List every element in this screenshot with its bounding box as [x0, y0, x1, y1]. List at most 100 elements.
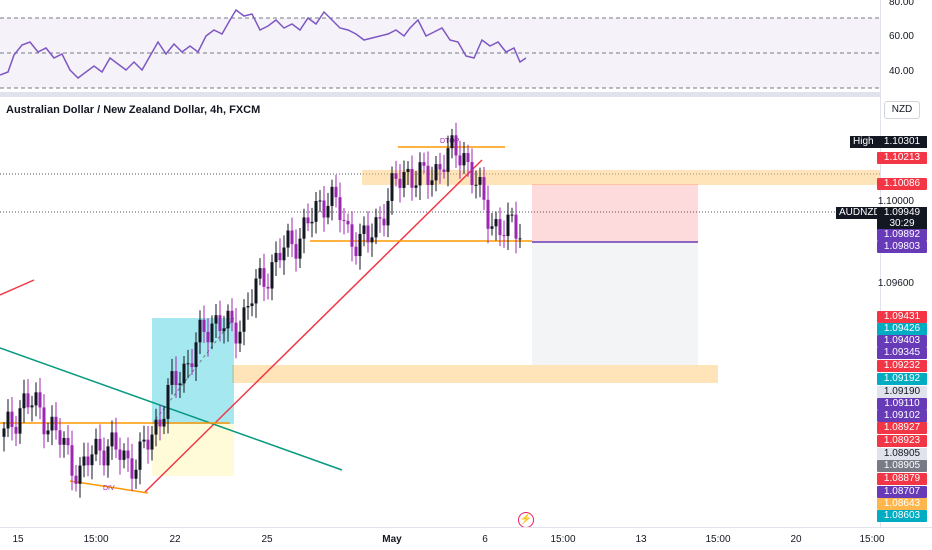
candle-body: [142, 439, 146, 442]
candle-body: [74, 475, 78, 484]
dtop-label: DTOP: [440, 138, 460, 145]
candle-body: [330, 186, 334, 206]
time-label: 15:00: [550, 534, 576, 545]
price-tag: 1.09803: [877, 241, 927, 253]
countdown-tag: 30:29: [877, 218, 927, 230]
candle-body: [314, 201, 318, 222]
rsi-line: [0, 8, 527, 79]
demand-zone[interactable]: [232, 365, 718, 383]
candle-body: [170, 371, 174, 385]
candle-body: [402, 172, 406, 188]
candle-body: [222, 328, 226, 332]
candle-body: [90, 454, 94, 466]
candle-body: [138, 441, 142, 470]
candle-body: [66, 437, 70, 446]
candle-body: [494, 219, 498, 227]
candle-body: [70, 445, 74, 476]
rsi-level-label: 40.00: [888, 66, 914, 77]
candle-body: [378, 217, 382, 219]
red-trend-line[interactable]: [144, 159, 483, 493]
price-tag: 1.09102: [877, 410, 927, 422]
candle-body: [42, 407, 46, 435]
candle-body: [58, 430, 62, 445]
candle-body: [278, 252, 282, 261]
candle-body: [386, 200, 390, 226]
rsi-pane[interactable]: [0, 0, 880, 92]
candle-body: [322, 200, 326, 218]
short-position-stop[interactable]: [532, 184, 698, 242]
candle-body: [510, 214, 514, 216]
candle-body: [54, 416, 58, 431]
candle-body: [198, 319, 202, 343]
price-label: 1.10000: [877, 196, 914, 207]
time-label: 6: [482, 534, 488, 545]
price-label: 1.09600: [877, 278, 914, 289]
high-label: High: [850, 136, 877, 148]
candle-body: [490, 226, 494, 229]
candle-body: [342, 220, 346, 222]
main-chart[interactable]: DTOP DIV: [0, 92, 880, 527]
last-price-tag: 1.09949: [877, 207, 927, 219]
div-line[interactable]: [69, 480, 149, 494]
short-position-target[interactable]: [532, 242, 698, 365]
candle-body: [446, 148, 450, 172]
candlestick-series: [2, 122, 522, 498]
price-tag: 1.08643: [877, 498, 927, 510]
candle-body: [202, 319, 206, 332]
candle-body: [238, 331, 242, 344]
candle-body: [302, 217, 306, 239]
candle-body: [470, 162, 474, 186]
candle-body: [26, 393, 30, 408]
candle-body: [366, 225, 370, 243]
time-label: 15: [12, 534, 24, 545]
time-label: 13: [635, 534, 647, 545]
candle-body: [254, 278, 258, 304]
candle-body: [190, 363, 194, 368]
candle-body: [102, 450, 106, 466]
candle-body: [174, 371, 178, 386]
candle-body: [106, 446, 110, 466]
candle-body: [34, 392, 38, 406]
teal-trend-line[interactable]: [0, 347, 343, 471]
candle-body: [286, 230, 290, 248]
candle-body: [506, 214, 510, 237]
candle-body: [186, 363, 190, 365]
price-tag: 1.09426: [877, 323, 927, 335]
candle-body: [282, 247, 286, 261]
candle-body: [86, 456, 90, 466]
candle-body: [118, 449, 122, 460]
candle-body: [154, 419, 158, 435]
candle-body: [338, 197, 342, 221]
supply-zone[interactable]: [362, 170, 880, 185]
candle-body: [434, 164, 438, 181]
candle-body: [182, 363, 186, 384]
candle-body: [82, 456, 86, 466]
candle-body: [234, 322, 238, 344]
candle-body: [478, 177, 482, 185]
candle-body: [430, 180, 434, 185]
price-tag: 1.09345: [877, 347, 927, 359]
price-tag: 1.09431: [877, 311, 927, 323]
candle-body: [262, 268, 266, 287]
price-tag: 1.09232: [877, 360, 927, 372]
price-tag: 1.08927: [877, 422, 927, 434]
pane-divider[interactable]: [0, 92, 932, 97]
candle-body: [346, 220, 350, 225]
time-label: 15:00: [859, 534, 885, 545]
currency-button[interactable]: NZD: [884, 101, 920, 119]
candle-body: [218, 315, 222, 332]
candle-body: [130, 458, 134, 479]
candle-body: [410, 168, 414, 188]
red-trend-line-short[interactable]: [0, 279, 35, 296]
time-axis[interactable]: 15 15:00 22 25 May 6 15:00 13 15:00 20 1…: [0, 527, 932, 550]
candle-body: [166, 384, 170, 419]
rsi-level-label: 60.00: [888, 31, 914, 42]
flash-icon[interactable]: ⚡: [518, 512, 534, 528]
price-tag: 1.09892: [877, 229, 927, 241]
candle-body: [226, 310, 230, 329]
time-label: 20: [790, 534, 802, 545]
candle-body: [414, 185, 418, 188]
price-tag: 1.08905: [877, 460, 927, 472]
candle-body: [326, 205, 330, 218]
long-position-loss[interactable]: [152, 424, 234, 476]
